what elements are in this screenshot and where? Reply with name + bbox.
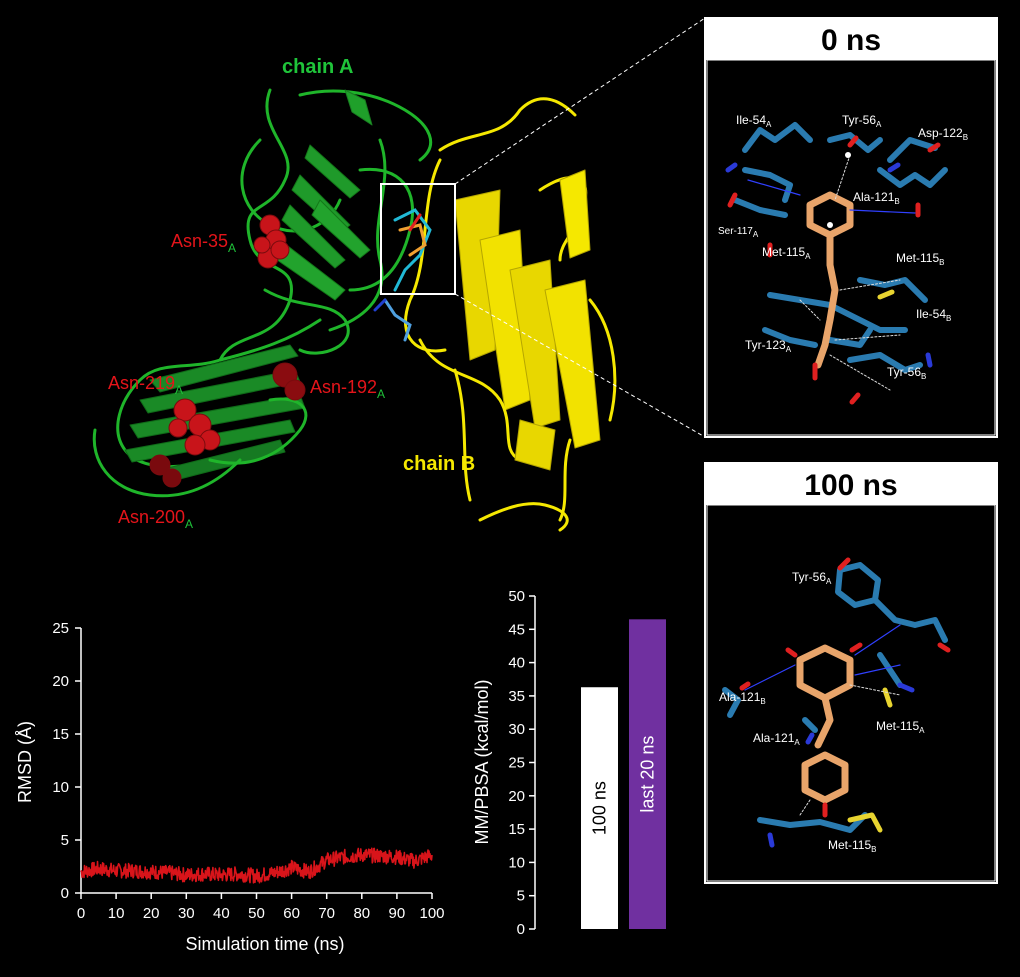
zoom-line-top — [454, 17, 706, 185]
protein-structure: chain A chain B Asn-35A Asn-219A Asn-192… — [92, 17, 706, 532]
rmsd-x-axis-title: Simulation time (ns) — [185, 934, 344, 954]
panel-100ns: 100 ns — [704, 462, 998, 884]
res-label-met115a-100: Met-115A — [876, 719, 925, 735]
res-label-ser117a: Ser-117A — [718, 226, 759, 239]
mmpbsa-y-tick-label: 30 — [508, 721, 525, 738]
mmpbsa-bars: 100 ns last 20 ns — [581, 619, 666, 929]
panel-0ns-residue-labels: Ile-54A Tyr-56A Asp-122B Ala-121B Ser-11… — [718, 113, 968, 381]
binding-site-box — [380, 183, 456, 295]
res-label-ile54b: Ile-54B — [916, 307, 951, 323]
panel-100ns-title: 100 ns — [804, 469, 897, 502]
mmpbsa-y-axis-title: MM/PBSA (kcal/mol) — [472, 679, 492, 844]
panel-0ns-header — [705, 18, 997, 60]
rmsd-x-tick-label: 80 — [353, 905, 370, 922]
rmsd-x-tick-label: 20 — [143, 905, 160, 922]
rmsd-x-tick-label: 90 — [389, 905, 406, 922]
mmpbsa-bar — [629, 619, 666, 929]
asn-35-label: Asn-35A — [171, 231, 236, 255]
rmsd-y-tick-label: 25 — [52, 620, 69, 637]
zoom-line-bottom — [454, 293, 706, 438]
res-label-ala121b-100: Ala-121B — [719, 690, 766, 706]
rmsd-y-tick-label: 0 — [61, 885, 69, 902]
res-label-met115b: Met-115B — [896, 251, 944, 267]
mmpbsa-y-tick-label: 45 — [508, 621, 525, 638]
mmpbsa-y-tick-label: 20 — [508, 788, 525, 805]
chain-b-ribbon — [403, 97, 617, 532]
panel-0ns-title: 0 ns — [821, 24, 881, 57]
res-label-tyr123a: Tyr-123A — [745, 338, 792, 354]
res-label-tyr56b: Tyr-56B — [887, 365, 926, 381]
ligand-sticks — [373, 208, 432, 342]
mmpbsa-y-tick-label: 0 — [517, 921, 525, 938]
mmpbsa-y-tick-label: 35 — [508, 688, 525, 705]
mmpbsa-bar-label: last 20 ns — [638, 736, 658, 813]
rmsd-series-line — [80, 847, 433, 884]
rmsd-y-axis-title: RMSD (Å) — [15, 721, 35, 803]
rmsd-x-tick-label: 10 — [108, 905, 125, 922]
panel-100ns-residue-labels: Tyr-56A Ala-121B Met-115A Ala-121A Met-1… — [719, 570, 925, 854]
res-label-tyr56a: Tyr-56A — [842, 113, 882, 129]
rmsd-y-tick-label: 20 — [52, 673, 69, 690]
rmsd-x-tick-label: 70 — [318, 905, 335, 922]
asn-200-label: Asn-200A — [118, 507, 193, 531]
mmpbsa-bar-chart: 0 5 10 15 20 25 30 35 40 45 50 100 ns last 20 ns MM… — [472, 588, 666, 938]
mmpbsa-y-tick-label: 25 — [508, 755, 525, 772]
rmsd-x-tick-label: 30 — [178, 905, 195, 922]
res-label-ala121a-100: Ala-121A — [753, 731, 800, 747]
rmsd-x-tick-label: 0 — [77, 905, 85, 922]
asn-192-label: Asn-192A — [310, 377, 385, 401]
rmsd-x-tick-label: 100 — [419, 905, 444, 922]
rmsd-x-tick-label: 50 — [248, 905, 265, 922]
mmpbsa-bar — [581, 687, 618, 929]
res-label-ala121b: Ala-121B — [853, 190, 900, 206]
mmpbsa-bar-label: 100 ns — [590, 781, 610, 835]
mmpbsa-y-tick-label: 5 — [517, 888, 525, 905]
rmsd-y-tick-label: 10 — [52, 779, 69, 796]
asn-219-label: Asn-219A — [108, 373, 183, 397]
res-label-tyr56a-100: Tyr-56A — [792, 570, 832, 586]
panel-0ns: 0 ns — [704, 17, 998, 438]
panel-0ns-view — [706, 59, 996, 436]
panel-100ns-molecules — [722, 557, 951, 848]
mmpbsa-y-tick-label: 40 — [508, 655, 525, 672]
res-label-met115a: Met-115A — [762, 245, 811, 261]
rmsd-chart: 0 5 10 15 20 25 0 10 20 30 40 50 60 70 80 90 100 Simulat… — [15, 620, 445, 954]
panel-100ns-header — [705, 463, 997, 505]
mmpbsa-axes: 0 5 10 15 20 25 30 35 40 45 50 — [508, 588, 536, 938]
mmpbsa-y-tick-label: 10 — [508, 854, 525, 871]
rmsd-y-tick-label: 5 — [61, 832, 69, 849]
rmsd-y-tick-label: 15 — [52, 726, 69, 743]
glycan-spheres — [149, 214, 306, 488]
rmsd-axes: 0 5 10 15 20 25 0 10 20 30 40 50 60 70 80 90 100 — [52, 620, 444, 922]
glycosylation-labels: Asn-35A Asn-219A Asn-192A Asn-200A — [108, 231, 385, 531]
rmsd-x-tick-label: 60 — [283, 905, 300, 922]
res-label-ile54a: Ile-54A — [736, 113, 772, 129]
rmsd-x-tick-label: 40 — [213, 905, 230, 922]
chain-b-label: chain B — [403, 453, 475, 475]
mmpbsa-y-tick-label: 50 — [508, 588, 525, 605]
chain-a-label: chain A — [282, 56, 354, 78]
panel-0ns-molecules — [725, 122, 948, 405]
res-label-met115b-100: Met-115B — [828, 838, 876, 854]
res-label-asp122b: Asp-122B — [918, 126, 968, 142]
mmpbsa-y-tick-label: 15 — [508, 821, 525, 838]
